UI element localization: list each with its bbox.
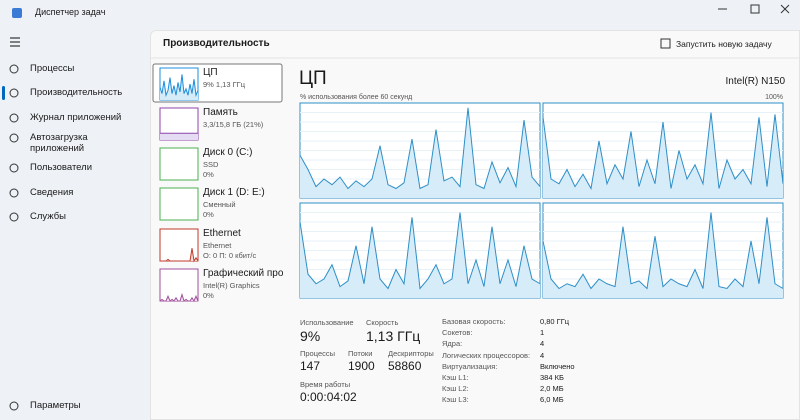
settings-icon bbox=[9, 401, 19, 411]
stat-label: Время работы bbox=[300, 380, 351, 389]
graph-area bbox=[300, 212, 540, 298]
spec-value: 1 bbox=[540, 328, 545, 338]
hamburger[interactable] bbox=[10, 37, 20, 47]
device-name[interactable]: Диск 1 (D: E:) bbox=[203, 187, 265, 198]
stat-value: 0:00:04:02 bbox=[300, 390, 357, 404]
nav-icon bbox=[9, 113, 19, 123]
stat-value: 1900 bbox=[348, 359, 375, 373]
spec-label: Виртуализация: bbox=[442, 361, 498, 371]
spec-value: 4 bbox=[540, 339, 545, 349]
device-detail: Intel(R) Graphics bbox=[203, 281, 260, 290]
device-detail: О: 0 П: 0 кбит/с bbox=[203, 251, 257, 260]
graph-area bbox=[543, 212, 783, 298]
nav-icon bbox=[9, 163, 19, 173]
graph-line bbox=[159, 74, 199, 98]
window-title: Диспетчер задач bbox=[35, 7, 106, 17]
window-controls[interactable] bbox=[718, 4, 790, 14]
stat-label: Использование bbox=[300, 318, 354, 327]
spec-label: Кэш L2: bbox=[442, 384, 469, 394]
nav-item[interactable]: Журнал приложений bbox=[30, 112, 122, 123]
nav-icon bbox=[9, 212, 19, 222]
spec-label: Базовая скорость: bbox=[442, 317, 506, 326]
spec-value: Включено bbox=[540, 361, 575, 371]
nav-icon bbox=[9, 133, 19, 143]
graph-area bbox=[543, 112, 783, 198]
spec-label: Логических процессоров: bbox=[442, 350, 531, 360]
device-thumb bbox=[159, 187, 199, 221]
spec-value: 6,0 МБ bbox=[540, 395, 564, 405]
nav-indicator bbox=[2, 86, 5, 100]
device-detail: 0% bbox=[203, 291, 214, 300]
nav-settings[interactable]: Параметры bbox=[30, 400, 81, 411]
device-name[interactable]: Память bbox=[203, 107, 238, 118]
device-detail: 9% 1,13 ГГц bbox=[203, 80, 246, 89]
app-icon bbox=[12, 8, 22, 18]
spec-label: Сокетов: bbox=[442, 328, 473, 338]
nav-item[interactable]: Пользователи bbox=[30, 162, 93, 173]
nav-icon bbox=[9, 88, 19, 98]
device-detail: Ethernet bbox=[203, 241, 232, 250]
graph-area bbox=[300, 107, 540, 198]
spec-value: 4 bbox=[540, 350, 545, 360]
new-task-button[interactable]: Запустить новую задачу bbox=[676, 39, 772, 49]
stat-value: 58860 bbox=[388, 359, 422, 373]
device-thumb bbox=[159, 268, 199, 302]
new-task-icon bbox=[660, 38, 671, 49]
nav-icon bbox=[9, 64, 19, 74]
graph-line bbox=[160, 248, 199, 263]
device-name[interactable]: Диск 0 (C:) bbox=[203, 147, 253, 158]
stat-label: Скорость bbox=[366, 318, 399, 327]
spec-label: Кэш L3: bbox=[442, 395, 469, 405]
device-thumb bbox=[159, 147, 199, 181]
cpu-title: ЦП bbox=[299, 68, 327, 89]
graph-line bbox=[299, 212, 541, 290]
nav-item[interactable]: Производительность bbox=[30, 87, 123, 98]
graph-caption: % использования более 60 секунд bbox=[300, 94, 413, 101]
spec-value: 0,80 ГГц bbox=[540, 317, 570, 326]
device-detail: 3,3/15,8 ГБ (21%) bbox=[203, 120, 264, 129]
device-name[interactable]: Графический про bbox=[203, 268, 284, 279]
spec-value: 2,0 МБ bbox=[540, 384, 564, 394]
nav-item[interactable]: Автозагрузка приложений bbox=[30, 132, 88, 154]
device-detail: Сменный bbox=[203, 200, 236, 209]
cpu-model: Intel(R) N150 bbox=[725, 76, 785, 87]
graph-line bbox=[299, 107, 541, 190]
graph-line bbox=[542, 212, 784, 290]
spec-value: 384 КБ bbox=[540, 373, 564, 382]
stat-value: 147 bbox=[300, 359, 321, 373]
graph-line bbox=[542, 112, 784, 190]
device-name[interactable]: ЦП bbox=[203, 67, 218, 78]
nav-icon bbox=[9, 188, 19, 198]
graph-max: 100% bbox=[765, 94, 783, 101]
spec-label: Ядра: bbox=[442, 339, 463, 349]
page-title: Производительность bbox=[163, 38, 270, 49]
device-name[interactable]: Ethernet bbox=[203, 228, 241, 239]
stat-value: 9% bbox=[300, 328, 321, 344]
stat-label: Процессы bbox=[300, 349, 336, 358]
device-detail: SSD bbox=[203, 160, 219, 169]
device-detail: 0% bbox=[203, 170, 214, 179]
graph-line bbox=[159, 292, 199, 303]
device-detail: 0% bbox=[203, 210, 214, 219]
stat-value: 1,13 ГГц bbox=[366, 328, 421, 344]
spec-label: Кэш L1: bbox=[442, 373, 469, 382]
nav-item[interactable]: Процессы bbox=[30, 63, 75, 74]
nav-item[interactable]: Сведения bbox=[30, 187, 74, 198]
stat-label: Дескрипторы bbox=[388, 349, 434, 358]
graph-area bbox=[160, 133, 198, 140]
nav-item[interactable]: Службы bbox=[30, 211, 66, 222]
stat-label: Потоки bbox=[348, 349, 373, 358]
